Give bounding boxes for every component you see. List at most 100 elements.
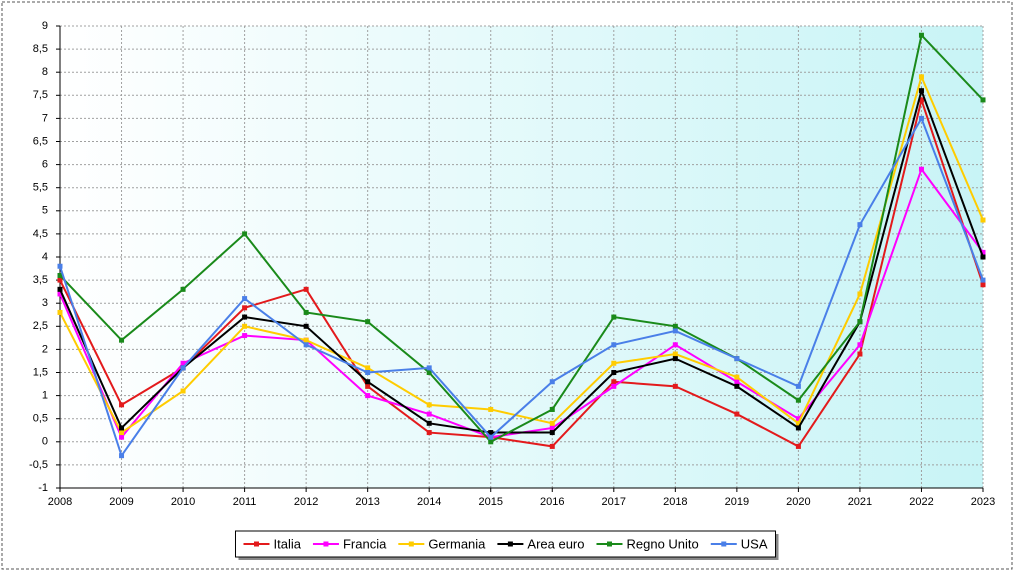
x-tick-label: 2011 <box>233 496 257 508</box>
data-point <box>242 333 248 339</box>
data-point <box>980 217 986 223</box>
y-tick-label: 4 <box>42 251 48 263</box>
x-tick-label: 2008 <box>48 496 72 508</box>
data-point <box>426 430 432 436</box>
data-point <box>611 314 617 320</box>
y-tick-label: 2,5 <box>33 320 48 332</box>
x-tick-label: 2016 <box>540 496 564 508</box>
y-tick-label: 1 <box>42 390 48 402</box>
data-point <box>180 286 186 292</box>
data-point <box>365 379 371 385</box>
data-point <box>57 263 63 269</box>
legend-item: USA <box>710 536 768 551</box>
x-tick-label: 2023 <box>971 496 995 508</box>
legend-marker <box>323 541 329 547</box>
data-point <box>242 314 248 320</box>
data-point <box>918 32 924 38</box>
series-line <box>59 33 984 444</box>
data-point <box>611 383 617 389</box>
data-point <box>795 425 801 431</box>
y-tick-label: -1 <box>38 482 48 494</box>
x-tick-label: 2014 <box>417 496 441 508</box>
data-point <box>918 88 924 94</box>
legend-marker <box>721 541 727 547</box>
data-point <box>795 416 801 422</box>
data-point <box>426 365 432 371</box>
series-line <box>59 73 984 435</box>
data-point <box>119 337 125 343</box>
data-point <box>488 430 494 436</box>
y-tick-label: 8,5 <box>33 43 48 55</box>
legend: Italia Francia Germania Area euro Regno Unit… <box>234 530 779 560</box>
data-point <box>303 309 309 315</box>
legend-marker <box>606 541 612 547</box>
y-tick-label: 6 <box>42 159 48 171</box>
y-tick-label: -0,5 <box>29 459 48 471</box>
data-point <box>426 420 432 426</box>
legend-label: Regno Unito <box>626 536 698 551</box>
data-point <box>549 425 555 431</box>
y-tick-label: 8 <box>42 66 48 78</box>
data-point <box>549 430 555 436</box>
data-point <box>734 383 740 389</box>
x-tick-label: 2012 <box>294 496 318 508</box>
data-point <box>918 115 924 121</box>
legend-label: Germania <box>428 536 486 551</box>
y-tick-label: 9 <box>42 20 48 32</box>
y-tick-label: 6,5 <box>33 135 48 147</box>
series-line <box>59 96 984 448</box>
legend-marker <box>253 541 259 547</box>
x-tick-label: 2022 <box>909 496 933 508</box>
data-point <box>795 443 801 449</box>
data-point <box>426 402 432 408</box>
legend-label: USA <box>741 536 768 551</box>
data-point <box>180 360 186 366</box>
data-point <box>242 296 248 302</box>
data-point <box>242 323 248 329</box>
data-point <box>672 351 678 357</box>
data-point <box>365 393 371 399</box>
data-point <box>242 231 248 237</box>
data-point <box>57 309 63 315</box>
legend-marker <box>408 541 414 547</box>
data-point <box>857 319 863 325</box>
y-tick-label: 1,5 <box>33 366 48 378</box>
data-point <box>918 74 924 80</box>
data-point <box>303 337 309 343</box>
x-tick-label: 2009 <box>109 496 133 508</box>
y-tick-label: 0 <box>42 436 48 448</box>
x-tick-label: 2010 <box>171 496 195 508</box>
data-point <box>980 282 986 288</box>
legend-label: Area euro <box>527 536 584 551</box>
data-point <box>57 286 63 292</box>
data-point <box>549 379 555 385</box>
series-line <box>59 116 984 458</box>
data-point <box>119 402 125 408</box>
data-point <box>488 406 494 412</box>
data-point <box>303 323 309 329</box>
data-point <box>857 291 863 297</box>
data-point <box>672 383 678 389</box>
data-point <box>303 342 309 348</box>
x-tick-label: 2017 <box>602 496 626 508</box>
data-point <box>365 383 371 389</box>
data-point <box>918 166 924 172</box>
data-point <box>119 430 125 436</box>
y-tick-label: 7 <box>42 112 48 124</box>
data-point <box>488 434 494 440</box>
x-tick-label: 2019 <box>725 496 749 508</box>
data-point <box>672 342 678 348</box>
data-point <box>242 305 248 311</box>
data-point <box>365 365 371 371</box>
data-point <box>488 439 494 445</box>
data-point <box>303 286 309 292</box>
data-point <box>734 356 740 362</box>
data-point <box>857 222 863 228</box>
y-tick-label: 0,5 <box>33 413 48 425</box>
x-tick-label: 2021 <box>848 496 872 508</box>
legend-item: Germania <box>398 536 486 551</box>
y-tick-label: 4,5 <box>33 228 48 240</box>
data-point <box>734 411 740 417</box>
